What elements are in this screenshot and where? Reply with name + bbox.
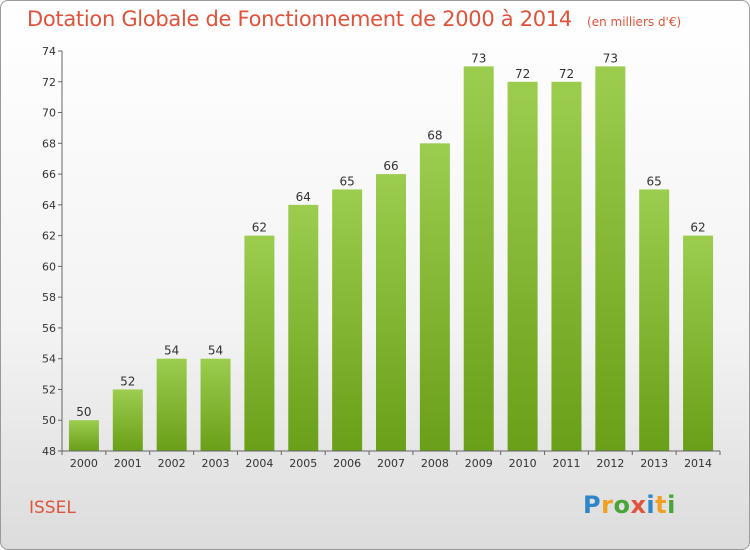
data-label: 72 <box>559 67 574 81</box>
axes-group: 2000 2001 2002 2003 2004 2005 2006 2007 2008 2009… <box>42 45 721 470</box>
y-tick-label: 66 <box>42 168 56 181</box>
x-tick-label: 2013 <box>640 457 668 470</box>
y-tick-label: 72 <box>42 76 56 89</box>
y-tick-label: 60 <box>42 260 56 273</box>
data-label: 66 <box>383 159 398 173</box>
data-label: 62 <box>690 221 705 235</box>
x-tick-label: 2012 <box>596 457 624 470</box>
chart-unit: (en milliers d'€) <box>587 15 682 29</box>
data-label: 65 <box>647 174 662 188</box>
x-tick-label: 2007 <box>377 457 405 470</box>
data-label: 50 <box>76 405 91 419</box>
data-label: 62 <box>252 221 267 235</box>
logo-letter: x <box>630 491 647 519</box>
bar <box>332 189 363 451</box>
x-tick-label: 2002 <box>158 457 186 470</box>
bar <box>156 358 187 451</box>
x-tick-label: 2010 <box>509 457 537 470</box>
x-tick-label: 2000 <box>70 457 98 470</box>
bar <box>376 174 406 452</box>
logo-letter: i <box>646 491 656 519</box>
bar <box>200 358 231 451</box>
bar <box>419 143 450 452</box>
y-tick-label: 70 <box>42 107 56 120</box>
bar <box>639 189 670 451</box>
x-tick-label: 2009 <box>465 457 493 470</box>
x-tick-label: 2004 <box>245 457 273 470</box>
data-label: 72 <box>515 67 530 81</box>
logo-letter: t <box>655 491 668 519</box>
bar <box>595 66 626 451</box>
x-tick-label: 2014 <box>684 457 712 470</box>
data-label: 64 <box>296 190 311 204</box>
logo-letter: P <box>583 491 602 519</box>
title-row: Dotation Globale de Fonctionnement de 20… <box>27 7 681 31</box>
y-tick-label: 48 <box>42 445 56 458</box>
y-tick-label: 68 <box>42 137 56 150</box>
bar <box>288 204 319 451</box>
bar <box>68 420 99 451</box>
x-tick-label: 2008 <box>421 457 449 470</box>
y-tick-label: 56 <box>42 322 56 335</box>
proxiti-logo: Proxiti <box>583 491 676 519</box>
chart-title: Dotation Globale de Fonctionnement de 20… <box>27 7 572 31</box>
bar <box>507 81 538 452</box>
logo-letter: o <box>613 491 631 519</box>
data-label: 73 <box>603 51 618 65</box>
data-label: 54 <box>164 344 179 358</box>
data-label: 68 <box>427 128 442 142</box>
y-tick-label: 64 <box>42 199 56 212</box>
y-tick-label: 50 <box>42 414 56 427</box>
x-tick-label: 2006 <box>333 457 361 470</box>
bar <box>551 81 582 452</box>
data-label: 65 <box>339 174 354 188</box>
y-tick-label: 74 <box>42 45 56 58</box>
bar <box>244 235 275 451</box>
logo-letter: r <box>601 491 614 519</box>
bar <box>112 389 143 451</box>
x-tick-label: 2005 <box>289 457 317 470</box>
y-tick-label: 52 <box>42 383 56 396</box>
y-tick-label: 58 <box>42 291 56 304</box>
x-tick-label: 2011 <box>552 457 580 470</box>
y-tick-label: 54 <box>42 353 56 366</box>
bars-group: 50 52 54 54 62 64 65 66 68 73 72 72 73 65 62 <box>68 51 714 452</box>
commune-name: ISSEL <box>29 498 76 518</box>
bar <box>683 235 714 451</box>
logo-letter: i <box>667 491 676 519</box>
bar <box>463 66 494 451</box>
data-label: 73 <box>471 51 486 65</box>
data-label: 54 <box>208 344 223 358</box>
y-tick-label: 62 <box>42 230 56 243</box>
x-tick-label: 2001 <box>114 457 142 470</box>
x-tick-label: 2003 <box>202 457 230 470</box>
data-label: 52 <box>120 374 135 388</box>
